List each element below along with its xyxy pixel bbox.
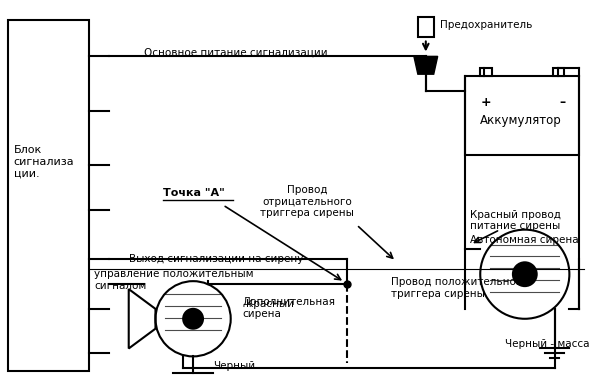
Text: Дополнительная
сирена: Дополнительная сирена	[243, 297, 336, 319]
Bar	[465, 76, 580, 155]
Text: Точка "А": Точка "А"	[163, 188, 225, 198]
Bar	[553, 68, 564, 76]
Text: Аккумулятор: Аккумулятор	[480, 114, 562, 127]
Text: Провод
отрицательного
триггера сирены: Провод отрицательного триггера сирены	[260, 185, 354, 218]
Text: Автономная сирена: Автономная сирена	[470, 235, 579, 245]
Text: управление положительным
сигналом: управление положительным сигналом	[94, 269, 254, 291]
Polygon shape	[414, 57, 437, 74]
Text: Предохранитель: Предохранитель	[440, 20, 532, 30]
Circle shape	[513, 262, 537, 286]
Text: Выход сигнализации на сирену: Выход сигнализации на сирену	[129, 254, 303, 264]
Text: Провод положительного
триггера сирены: Провод положительного триггера сирены	[391, 277, 528, 299]
Bar	[8, 20, 89, 371]
Bar	[480, 68, 492, 76]
Text: Блок
сигнализа
ции.: Блок сигнализа ции.	[14, 145, 74, 179]
Text: Черный: Черный	[213, 362, 255, 371]
Text: Красный: Красный	[246, 299, 293, 309]
Bar	[418, 17, 434, 37]
Text: –: –	[559, 96, 565, 109]
Circle shape	[183, 309, 203, 329]
Text: +: +	[480, 96, 491, 109]
Text: Основное питание сигнализации: Основное питание сигнализации	[143, 48, 327, 57]
Text: Черный - масса: Черный - масса	[505, 339, 589, 349]
Text: Красный провод
питание сирены: Красный провод питание сирены	[470, 210, 561, 231]
